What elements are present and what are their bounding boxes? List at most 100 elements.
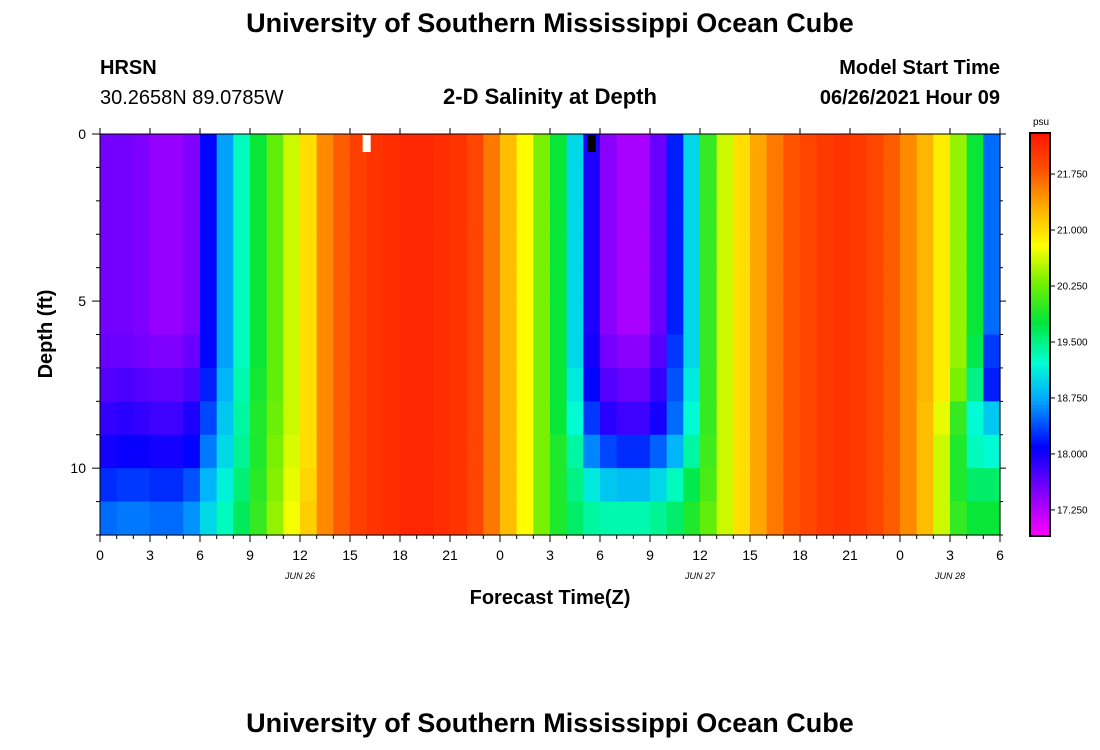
colorbar-swatch	[1030, 186, 1050, 191]
colorbar-swatch	[1030, 529, 1050, 534]
page-title: University of Southern Mississippi Ocean…	[246, 8, 854, 38]
colorbar: 21.750 21.000 20.250 19.500 18.750 18.000 17.2…	[1029, 132, 1088, 537]
heatmap-cell	[250, 401, 268, 436]
heatmap-cell	[300, 200, 318, 235]
heatmap-cell	[400, 434, 418, 469]
heatmap-cell	[816, 167, 834, 202]
heatmap-cell	[783, 200, 801, 235]
heatmap-cell	[100, 367, 118, 402]
heatmap-cell	[550, 334, 568, 369]
colorbar-swatch	[1030, 317, 1050, 322]
heatmap-cell	[250, 301, 268, 336]
y-axis-title: Depth (ft)	[35, 290, 57, 379]
heatmap-cell	[333, 334, 351, 369]
heatmap-cell	[283, 468, 301, 503]
x-tick-label: 3	[946, 547, 954, 563]
heatmap-cell	[816, 200, 834, 235]
colorbar-swatch	[1030, 300, 1050, 305]
heatmap-cell	[183, 267, 201, 302]
heatmap-cell	[150, 234, 168, 269]
heatmap-cell	[833, 401, 851, 436]
heatmap-cell	[500, 401, 518, 436]
heatmap-cell	[850, 167, 868, 202]
heatmap-cell	[983, 468, 1001, 503]
heatmap-cell	[200, 401, 218, 436]
colorbar-swatch	[1030, 180, 1050, 184]
heatmap-cell	[650, 267, 668, 302]
heatmap-cell	[166, 401, 184, 436]
heatmap-cell	[500, 267, 518, 302]
heatmap-cell	[600, 234, 618, 269]
heatmap-cell	[500, 334, 518, 369]
heatmap-cell	[250, 267, 268, 302]
heatmap-cell	[883, 301, 901, 336]
heatmap-cell	[616, 501, 634, 536]
heatmap-cell	[783, 468, 801, 503]
heatmap-cell	[150, 267, 168, 302]
heatmap-cell	[266, 468, 284, 503]
heatmap-cell	[700, 367, 718, 402]
y-tick-label: 0	[78, 126, 86, 142]
heatmap-cell	[200, 468, 218, 503]
heatmap-cell	[983, 200, 1001, 235]
colorbar-swatch	[1030, 388, 1050, 393]
date-label: JUN 26	[284, 571, 315, 581]
heatmap-cell	[183, 468, 201, 503]
heatmap-cell	[333, 501, 351, 536]
x-tick-label: 3	[146, 547, 154, 563]
colorbar-swatch	[1030, 505, 1050, 510]
heatmap-cell	[833, 334, 851, 369]
colorbar-swatch	[1030, 475, 1050, 480]
colorbar-swatch	[1030, 203, 1050, 208]
colorbar-swatch	[1030, 468, 1050, 473]
colorbar-swatch	[1030, 448, 1050, 453]
heatmap-cell	[133, 200, 151, 235]
heatmap-cell	[316, 267, 334, 302]
colorbar-swatch	[1030, 441, 1050, 446]
heatmap-cell	[850, 200, 868, 235]
heatmap-cell	[816, 401, 834, 436]
heatmap-cell	[683, 234, 701, 269]
colorbar-swatch	[1030, 519, 1050, 524]
heatmap-cell	[316, 167, 334, 202]
heatmap-cell	[550, 301, 568, 336]
heatmap-cell	[183, 234, 201, 269]
x-tick-label: 21	[842, 547, 858, 563]
heatmap-cell	[800, 334, 818, 369]
heatmap-cell	[300, 134, 318, 169]
heatmap-cell	[433, 134, 451, 169]
heatmap-cell	[983, 401, 1001, 436]
heatmap-cell	[283, 334, 301, 369]
heatmap-cell	[666, 367, 684, 402]
heatmap-cell	[450, 301, 468, 336]
heatmap-cell	[200, 501, 218, 536]
colorbar-swatch	[1030, 482, 1050, 487]
heatmap-cell	[433, 334, 451, 369]
heatmap-cell	[633, 334, 651, 369]
heatmap-cell	[516, 134, 534, 169]
heatmap-cell	[200, 234, 218, 269]
colorbar-swatch	[1030, 146, 1050, 151]
colorbar-swatch	[1030, 425, 1050, 430]
heatmap-cell	[916, 134, 934, 169]
heatmap-cell	[583, 267, 601, 302]
heatmap-cell	[183, 401, 201, 436]
colorbar-swatch	[1030, 216, 1050, 221]
heatmap-cell	[333, 167, 351, 202]
heatmap-cell	[950, 301, 968, 336]
heatmap-cell	[766, 334, 784, 369]
heatmap-cell	[283, 234, 301, 269]
heatmap-cell	[566, 134, 584, 169]
heatmap-cell	[283, 267, 301, 302]
heatmap-cell	[483, 234, 501, 269]
colorbar-swatch	[1030, 304, 1050, 309]
heatmap-cell	[566, 401, 584, 436]
heatmap-cell	[633, 301, 651, 336]
heatmap-cell	[316, 134, 334, 169]
colorbar-swatch	[1030, 200, 1050, 205]
colorbar-swatch	[1030, 274, 1050, 279]
heatmap-cell	[783, 334, 801, 369]
heatmap-cell	[366, 267, 384, 302]
heatmap-cell	[283, 367, 301, 402]
heatmap-cell	[800, 301, 818, 336]
